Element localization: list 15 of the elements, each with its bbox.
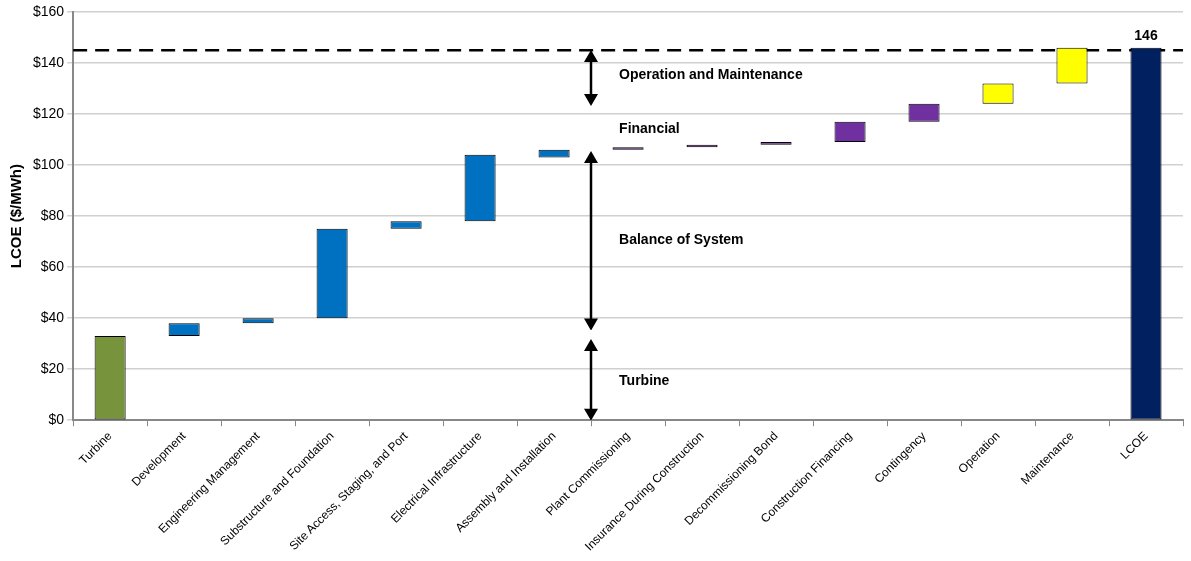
annotation: Balance of System <box>619 231 744 248</box>
data-label: 146 <box>1134 26 1158 43</box>
y-tick-label: $160 <box>32 2 65 19</box>
y-tick-label: $40 <box>40 309 65 326</box>
y-tick-label: $20 <box>40 360 65 377</box>
y-tick-label: $120 <box>32 104 65 121</box>
annotation: Operation and Maintenance <box>619 66 803 83</box>
annotation: Turbine <box>619 372 670 389</box>
y-tick-label: $80 <box>40 206 65 223</box>
y-tick-label: $60 <box>40 257 65 274</box>
annotation: Financial <box>619 120 680 137</box>
y-tick-label: $0 <box>48 411 65 428</box>
y-tick-label: $140 <box>32 53 65 70</box>
y-axis-title: LCOE ($/MWh) <box>7 164 25 269</box>
y-tick-label: $100 <box>32 155 65 172</box>
